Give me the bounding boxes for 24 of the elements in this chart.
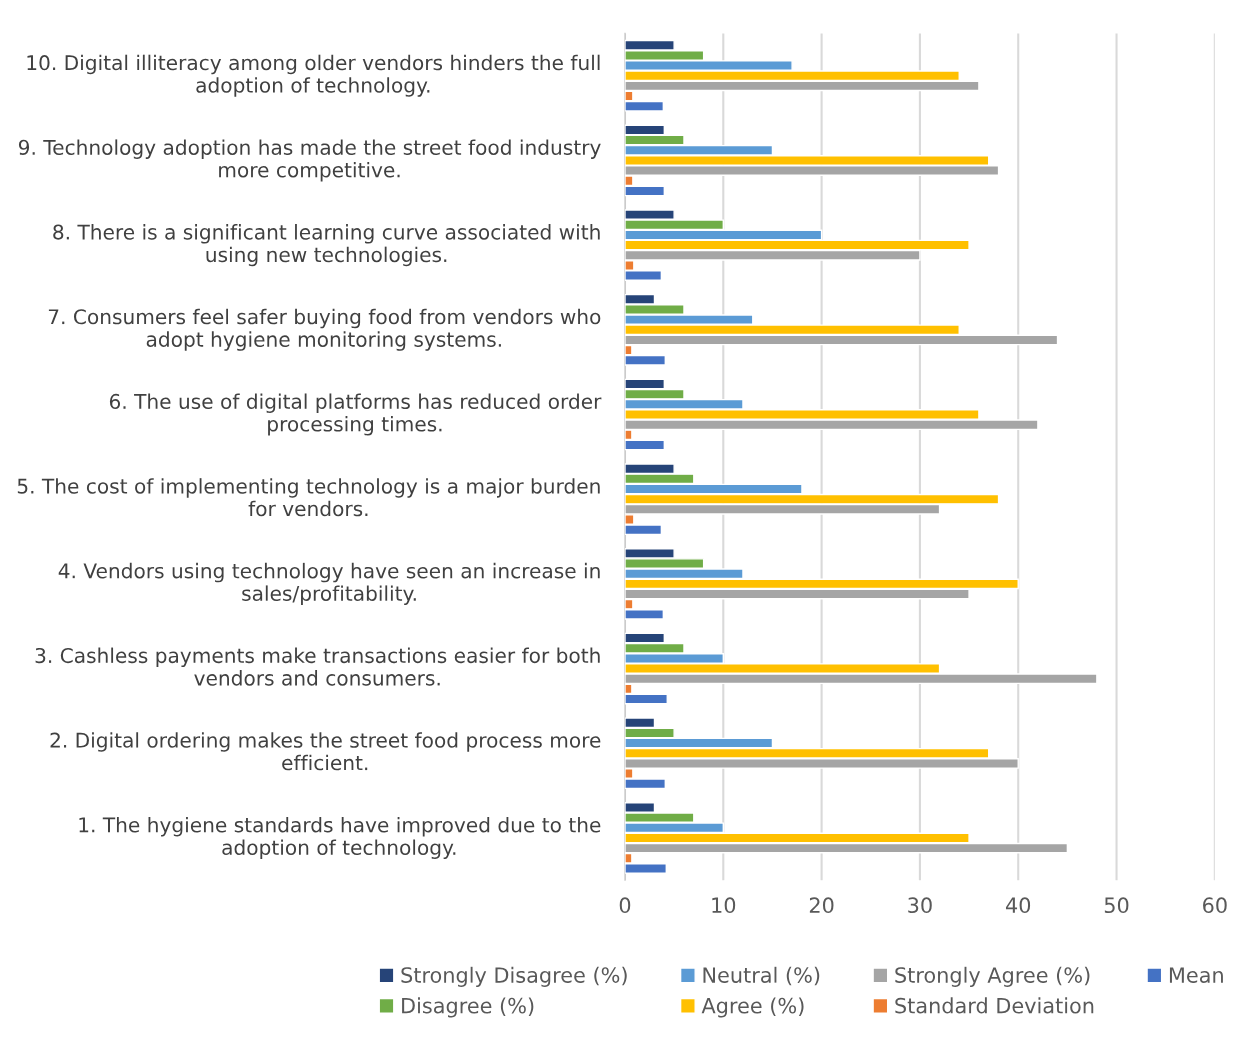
x-tick-label: 40 <box>1005 897 1031 914</box>
y-tick-label: 5. The cost of implementing technology is a major burden for vendors. <box>17 478 600 517</box>
legend-label: Strongly Agree (%) <box>895 966 1090 987</box>
y-tick-label: 7. Consumers feel safer buying food from vendors who adopt hygiene monitoring systems. <box>48 308 601 351</box>
y-tick-label: 3. Cashless payments make transactions easier for both vendors and consumers. <box>35 647 600 686</box>
y-tick-label: 2. Digital ordering makes the street food process more efficient. <box>50 732 601 771</box>
y-tick-label: 8. There is a significant learning curve associated with using new technologies. <box>53 224 600 267</box>
legend-label: Neutral (%) <box>703 966 820 986</box>
x-tick-label: 50 <box>1104 897 1129 914</box>
x-tick-label: 20 <box>809 897 834 914</box>
y-tick-label: 10. Digital illiteracy among older vendors hinders the full adoption of technology. <box>27 54 600 97</box>
y-tick-label: 9. Technology adoption has made the street food industry more competitive. <box>18 139 601 182</box>
x-tick-label: 60 <box>1203 897 1227 914</box>
legend-label: Mean <box>1169 967 1223 983</box>
legend-label: Disagree (%) <box>402 997 534 1018</box>
y-tick-label: 4. Vendors using technology have seen an increase in sales/profitability. <box>58 562 600 605</box>
legend-label: Agree (%) <box>701 997 804 1018</box>
legend-label: Strongly Disagree (%) <box>401 966 627 987</box>
x-tick-label: 30 <box>908 897 932 914</box>
y-tick-label: 1. The hygiene standards have improved due to the adoption of technology. <box>79 816 601 859</box>
x-tick-label: 0 <box>619 897 631 914</box>
legend-label: Standard Deviation <box>895 997 1094 1014</box>
y-tick-label: 6. The use of digital platforms has reduced order processing times. <box>109 393 602 436</box>
x-tick-label: 10 <box>712 897 736 914</box>
